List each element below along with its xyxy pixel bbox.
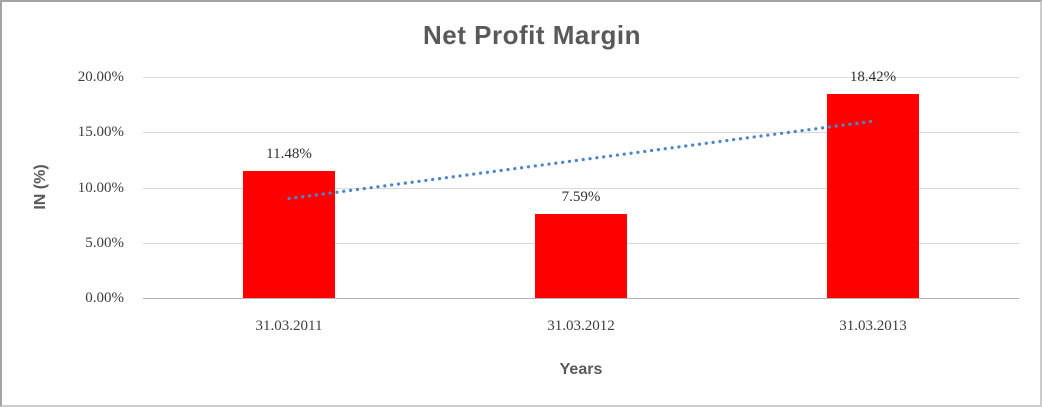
data-label: 11.48% [266,146,312,163]
x-category-label: 31.03.2013 [839,318,907,334]
bar-31.03.2012 [535,214,627,298]
y-tick-label: 20.00% [77,69,124,85]
y-tick-label: 15.00% [77,124,124,141]
y-axis-title: IN (%) [32,164,49,210]
data-label: 18.42% [849,69,897,86]
y-tick-label: 10.00% [77,179,124,196]
x-category-label: 31.03.2011 [255,318,323,334]
data-label: 7.59% [561,189,601,206]
x-axis-line [143,298,1019,299]
y-tick-label: 5.00% [85,234,124,251]
bar-31.03.2013 [827,94,919,298]
x-category-label: 31.03.2012 [547,318,615,334]
bar-31.03.2011 [243,171,335,298]
chart-title: Net Profit Margin [423,20,641,50]
x-axis-title: Years [559,361,603,378]
gridline [143,77,1019,78]
y-tick-label: 0.00% [85,290,124,306]
